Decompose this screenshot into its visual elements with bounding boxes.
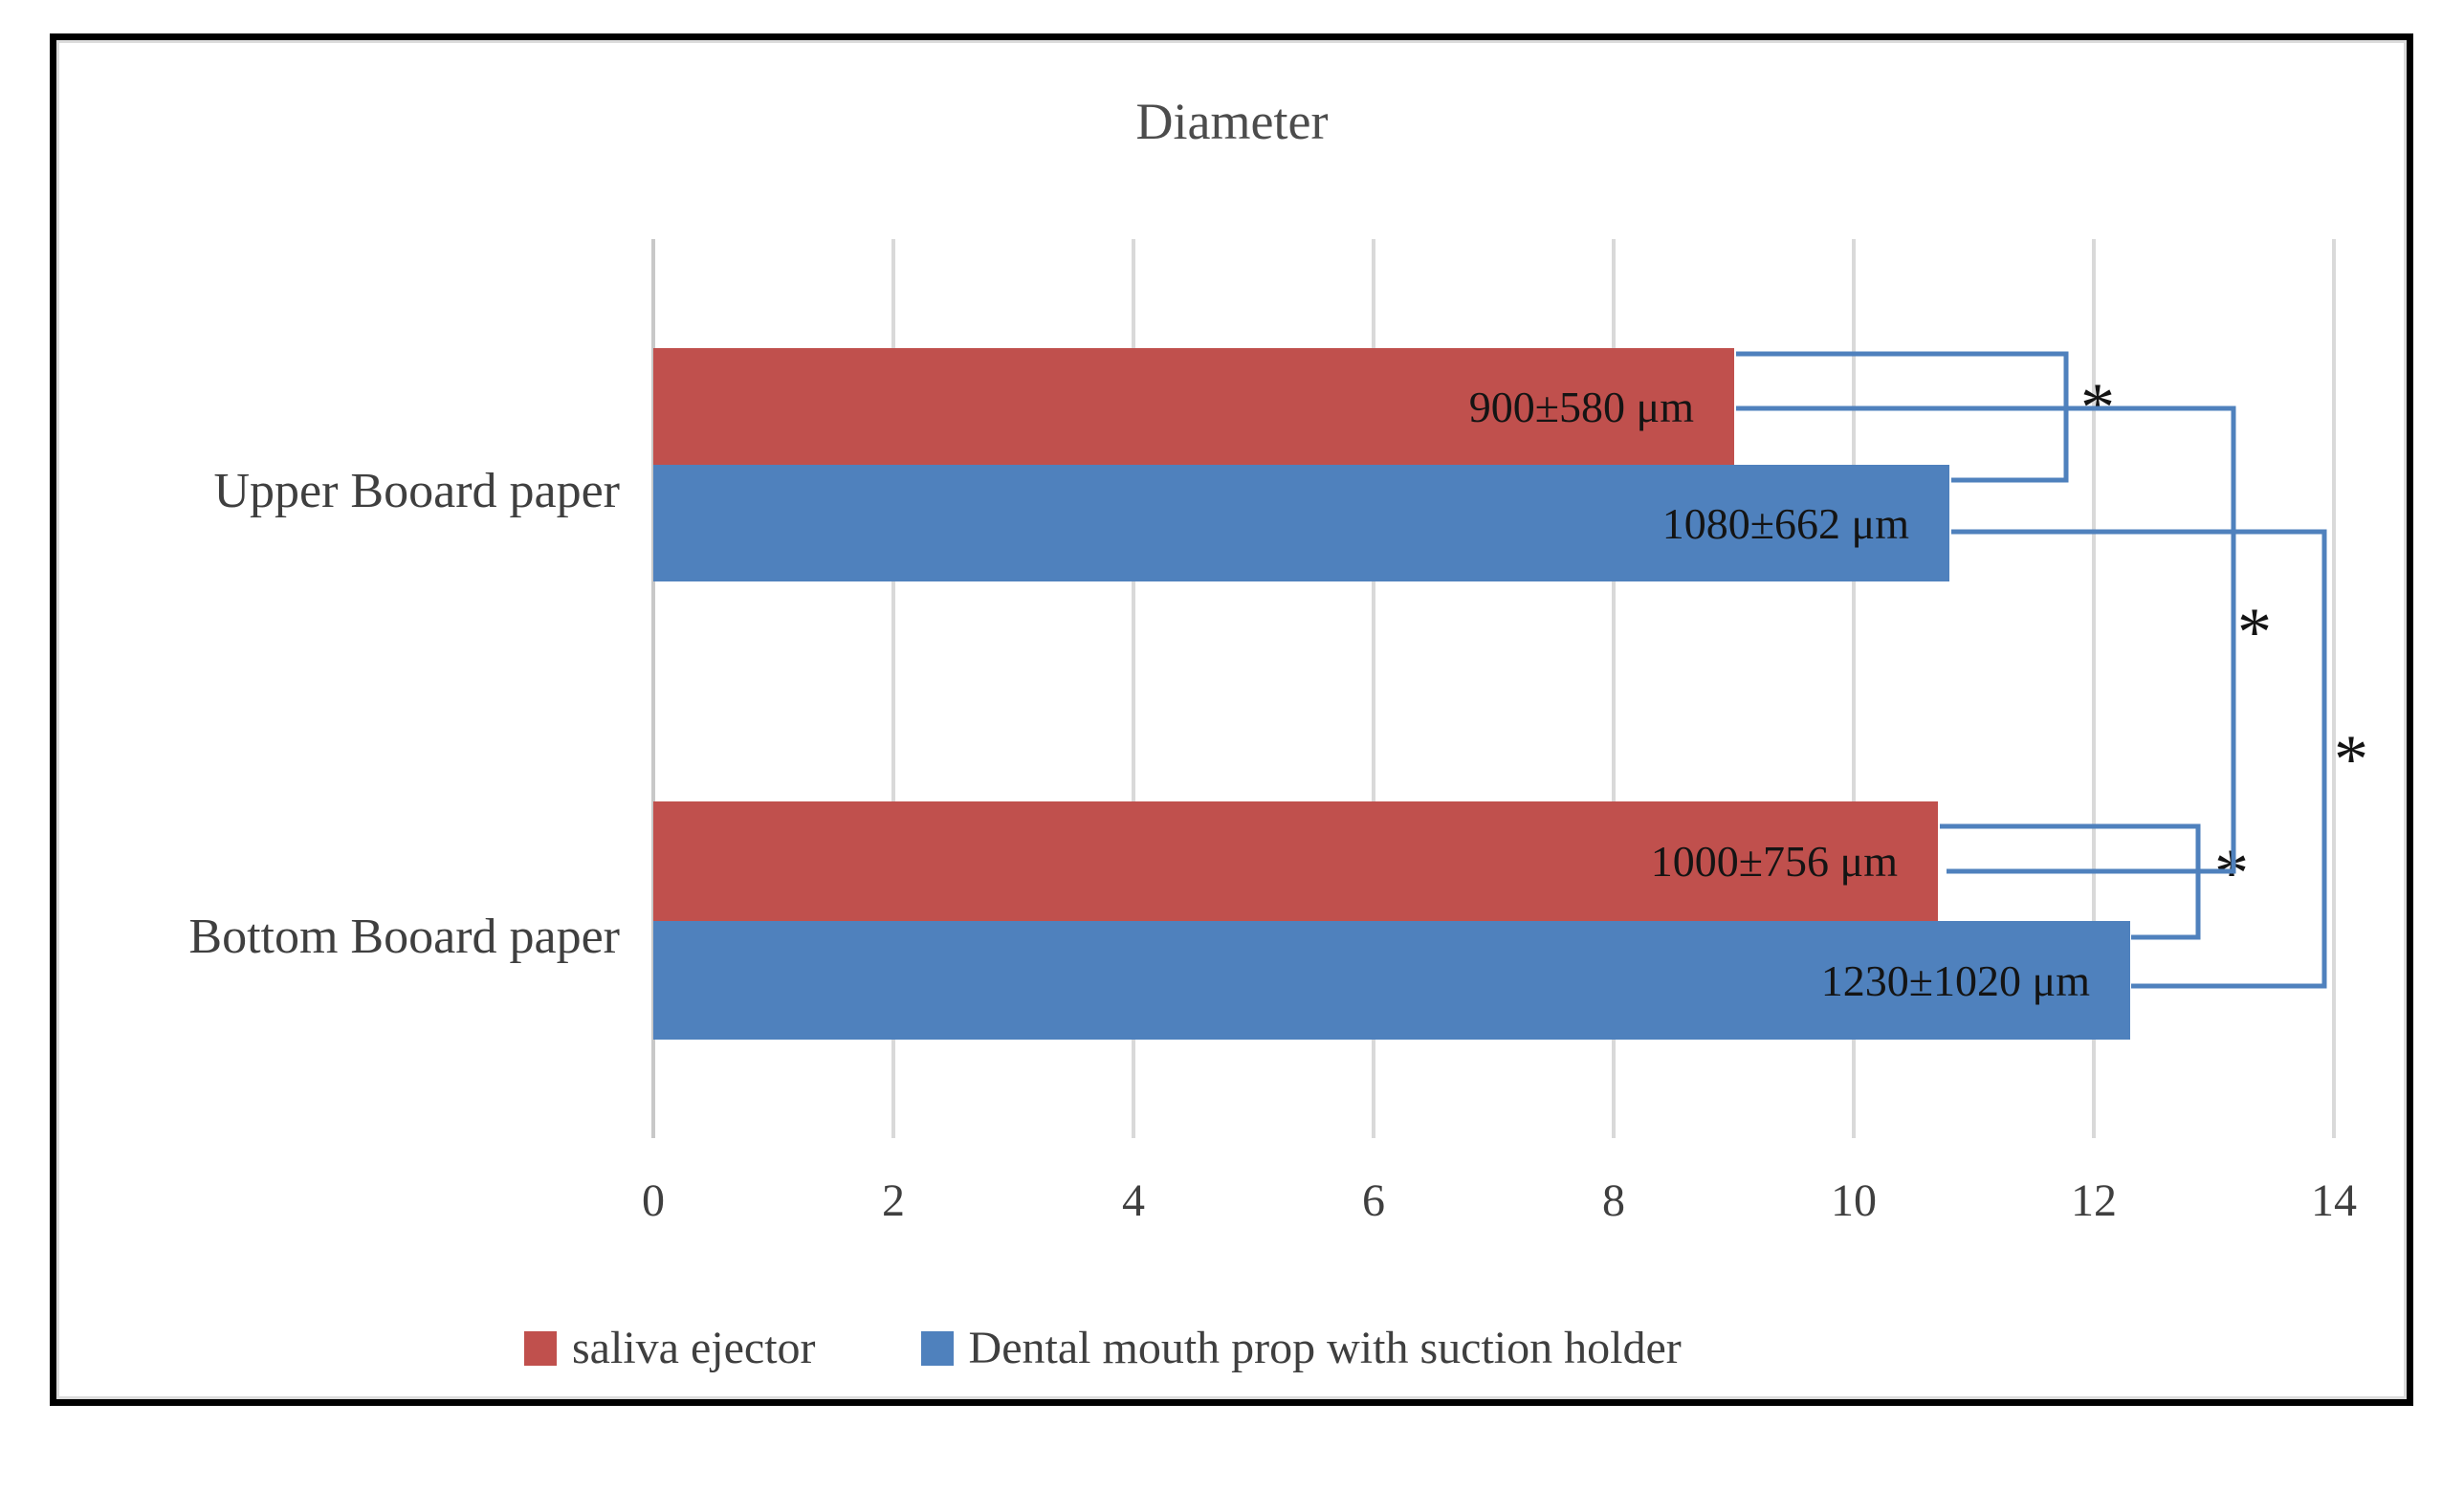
legend-item-dental-mouth-prop: Dental mouth prop with suction holder [920, 1322, 1682, 1374]
x-tick-10: 10 [1831, 1175, 1877, 1226]
category-label-upper: Upper Booard paper [213, 464, 620, 518]
legend-label-saliva-ejector: saliva ejector [572, 1323, 816, 1373]
bar-value-label: 1000±756 μm [1650, 837, 1898, 886]
bar-bottom-dental-mouth-prop: 1230±1020 μm [653, 921, 2130, 1040]
gridline-6 [1372, 239, 1375, 1138]
legend-item-saliva-ejector: saliva ejector [524, 1322, 816, 1374]
gridline-14 [2332, 239, 2336, 1138]
x-tick-14: 14 [2311, 1175, 2357, 1226]
legend-label-dental-mouth-prop: Dental mouth prop with suction holder [968, 1323, 1682, 1373]
legend: saliva ejector Dental mouth prop with su… [524, 1322, 1682, 1374]
bar-value-label: 900±580 μm [1468, 382, 1694, 431]
x-tick-0: 0 [642, 1175, 665, 1226]
axis-line-zero [651, 239, 655, 1138]
x-tick-12: 12 [2071, 1175, 2117, 1226]
bar-bottom-saliva-ejector: 1000±756 μm [653, 801, 1938, 921]
bar-value-label: 1080±662 μm [1661, 498, 1909, 548]
x-tick-2: 2 [882, 1175, 905, 1226]
x-tick-8: 8 [1602, 1175, 1625, 1226]
gridline-4 [1132, 239, 1135, 1138]
x-tick-4: 4 [1122, 1175, 1145, 1226]
x-tick-6: 6 [1362, 1175, 1385, 1226]
legend-swatch-red [524, 1330, 557, 1366]
bar-upper-dental-mouth-prop: 1080±662 μm [653, 465, 1949, 581]
bar-value-label: 1230±1020 μm [1820, 955, 2090, 1005]
gridline-2 [891, 239, 895, 1138]
gridline-8 [1612, 239, 1616, 1138]
category-label-bottom: Bottom Booard paper [188, 910, 620, 964]
bar-upper-saliva-ejector: 900±580 μm [653, 348, 1734, 465]
legend-swatch-blue [920, 1330, 954, 1366]
chart-title: Diameter [1135, 93, 1329, 150]
